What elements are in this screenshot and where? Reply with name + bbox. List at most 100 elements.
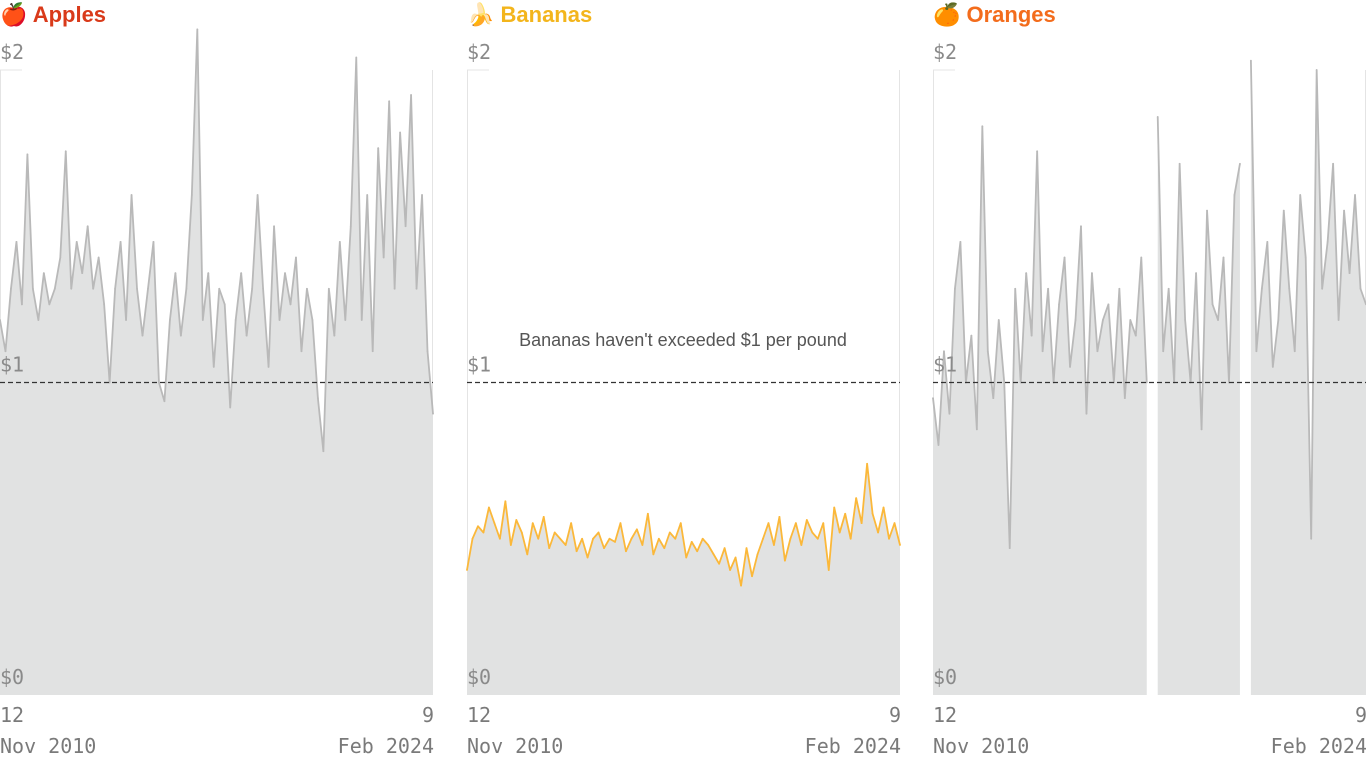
data-point (816, 537, 819, 540)
data-point (432, 412, 434, 415)
data-point (789, 537, 792, 540)
data-point (284, 272, 286, 275)
data-point (1277, 319, 1280, 321)
data-point (1030, 334, 1033, 337)
data-point (729, 569, 731, 571)
data-point (1200, 428, 1203, 431)
y-tick-label: $0 (933, 665, 957, 689)
data-point (426, 350, 429, 353)
data-point (1271, 365, 1274, 368)
x-tick-month-year: Nov 2010 (0, 734, 97, 758)
x-start-label: 12 Nov 2010 (0, 700, 96, 762)
data-point (663, 547, 666, 550)
data-point (421, 194, 423, 196)
data-point (597, 531, 600, 534)
data-point (1195, 272, 1197, 275)
data-point (773, 544, 775, 546)
data-point (1041, 350, 1044, 353)
data-point (1206, 209, 1208, 212)
data-point (1293, 350, 1296, 353)
data-point (114, 287, 117, 290)
annotation: Bananas haven't exceeded $1 per pound (519, 330, 847, 350)
data-point (937, 444, 940, 446)
data-point (1348, 272, 1351, 275)
data-point (174, 272, 177, 275)
data-point (1162, 350, 1165, 353)
data-point (509, 544, 512, 546)
data-point (932, 397, 934, 400)
data-point (1343, 209, 1345, 212)
data-point (404, 225, 407, 228)
data-point (1145, 381, 1148, 384)
data-point (811, 531, 814, 534)
data-point (948, 412, 951, 415)
data-point (1249, 59, 1252, 62)
data-point (553, 531, 556, 534)
data-point (1036, 150, 1039, 153)
data-point (740, 584, 742, 587)
data-point (229, 406, 232, 409)
data-point (696, 550, 699, 553)
data-point (371, 350, 374, 353)
data-point (1354, 194, 1356, 196)
data-point (636, 528, 638, 531)
data-point (158, 381, 160, 384)
data-point (893, 522, 896, 525)
data-point (1118, 287, 1121, 290)
data-point (1014, 287, 1017, 290)
data-point (393, 287, 396, 290)
chart-svg: $2 $1 $0 (0, 28, 434, 695)
y-tick-label: $1 (467, 353, 491, 377)
data-point (849, 537, 852, 540)
series-line (0, 28, 434, 453)
data-point (185, 287, 188, 290)
data-point (668, 531, 671, 534)
data-point (273, 225, 275, 228)
data-point (641, 544, 644, 546)
data-point (690, 540, 693, 543)
data-point (1239, 162, 1241, 165)
data-point (1217, 319, 1219, 321)
data-point (718, 562, 721, 565)
data-point (64, 150, 67, 153)
data-point (794, 522, 797, 525)
data-point (959, 240, 962, 243)
data-point (531, 522, 534, 525)
x-tick-month-year: Feb 2024 (804, 734, 901, 758)
data-point (344, 319, 347, 321)
data-point (31, 287, 34, 290)
data-point (871, 512, 874, 515)
series-line (932, 125, 1148, 550)
data-point (327, 287, 330, 290)
data-point (679, 522, 682, 525)
data-point (1107, 303, 1110, 306)
data-point (466, 569, 468, 571)
data-point (1211, 303, 1214, 306)
data-point (586, 556, 589, 559)
data-point (1047, 287, 1050, 290)
chart-title: 🍊 Oranges (933, 2, 1056, 27)
data-point (548, 547, 551, 550)
data-point (262, 287, 264, 290)
data-point (1003, 381, 1006, 384)
data-point (240, 272, 243, 275)
data-point (103, 303, 106, 306)
data-point (311, 319, 314, 321)
data-point (603, 547, 605, 550)
data-point (377, 147, 380, 150)
data-point (619, 522, 622, 525)
chart-svg: $2 $1 $0 (466, 40, 901, 695)
data-point (482, 531, 485, 534)
data-point (745, 547, 748, 550)
data-point (59, 256, 62, 259)
x-tick-month-year: Nov 2010 (933, 734, 1030, 758)
data-point (152, 240, 155, 243)
data-point (125, 319, 127, 321)
panel-1: $2 $1 $0 🍎 Apples 12 Nov 2010 9 Feb 2024 (0, 0, 434, 768)
data-point (1134, 334, 1137, 337)
data-point (1156, 115, 1159, 118)
data-point (783, 559, 786, 562)
area-fill (1250, 60, 1366, 695)
data-point (1337, 319, 1340, 321)
data-point (542, 515, 545, 518)
